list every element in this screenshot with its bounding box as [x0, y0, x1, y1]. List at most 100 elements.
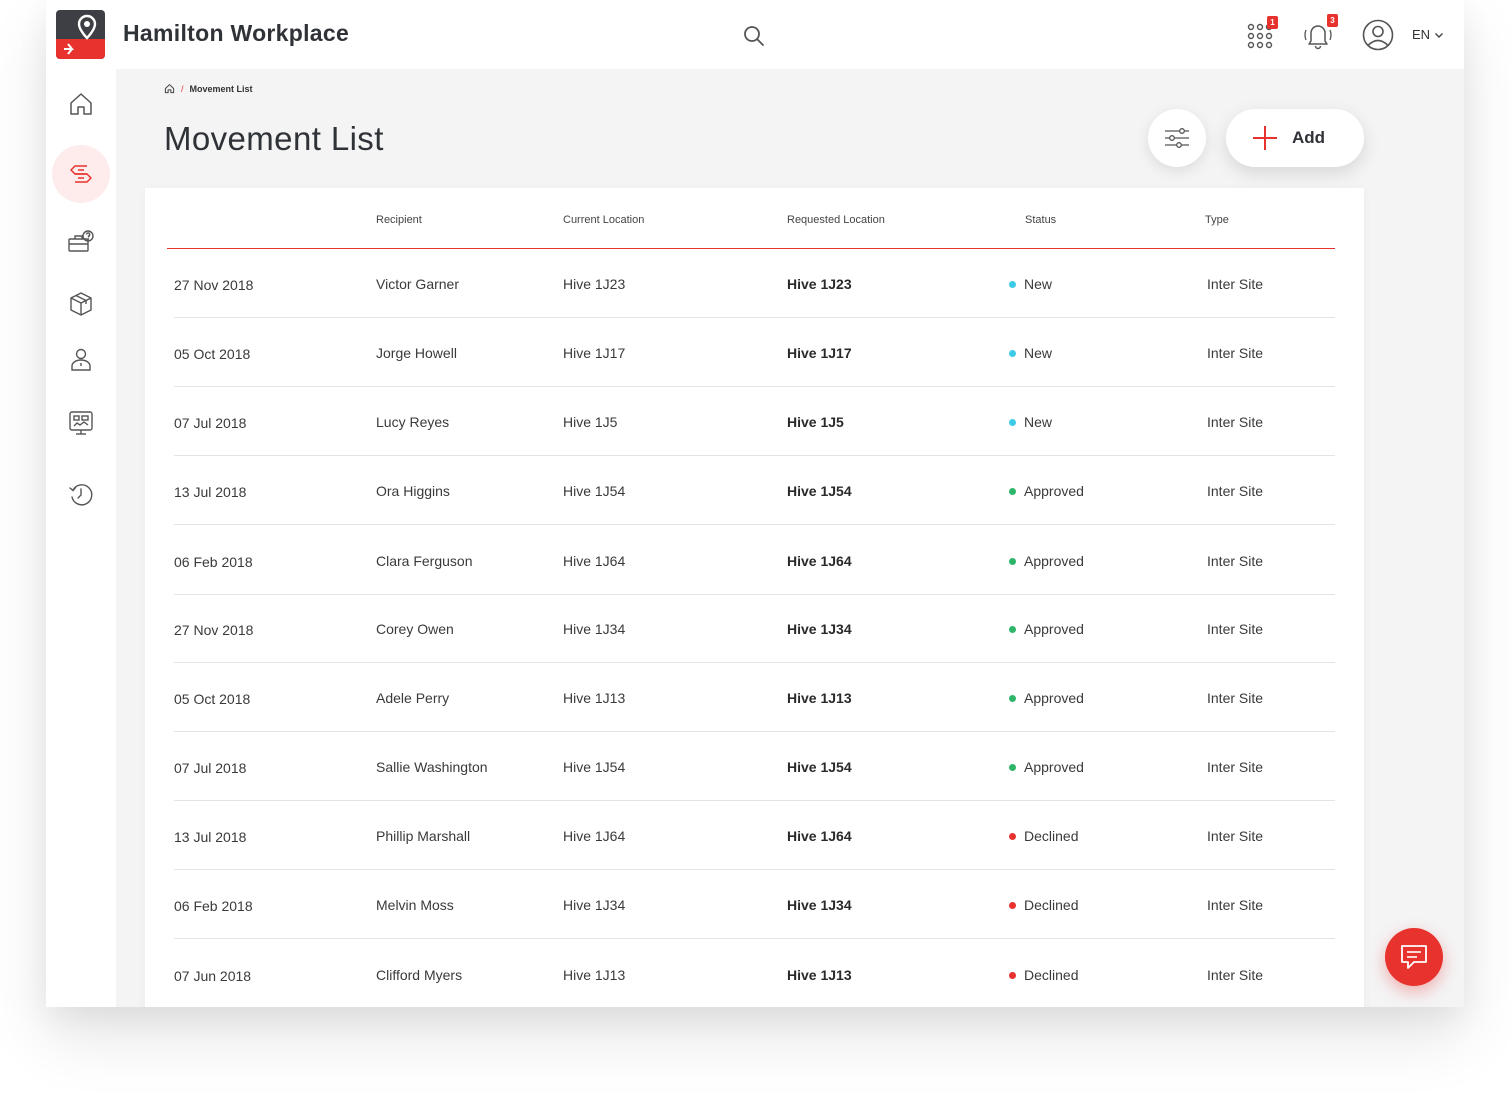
row-current-location: Hive 1J13 — [563, 690, 626, 706]
user-icon — [1362, 19, 1394, 51]
row-type: Inter Site — [1207, 621, 1264, 637]
row-requested-location: Hive 1J34 — [787, 897, 852, 913]
avatar[interactable] — [1362, 19, 1394, 51]
table-row[interactable]: 13 Jul 2018 Ora Higgins Hive 1J54 Hive 1J54… — [174, 456, 1335, 525]
status-badge: Approved — [1009, 483, 1084, 499]
plus-icon — [1253, 126, 1277, 150]
status-label: Approved — [1024, 553, 1084, 569]
status-label: New — [1024, 345, 1053, 361]
sidebar-item-movement[interactable] — [52, 145, 110, 203]
status-badge: Approved — [1009, 621, 1084, 637]
row-date: 27 Nov 2018 — [174, 277, 254, 293]
add-button[interactable]: Add — [1226, 109, 1364, 167]
row-type: Inter Site — [1207, 345, 1264, 361]
column-header-recipient[interactable]: Recipient — [376, 214, 422, 226]
movement-icon — [70, 165, 92, 183]
sidebar-item-people[interactable] — [52, 331, 110, 389]
row-current-location: Hive 1J34 — [563, 621, 626, 637]
row-date: 06 Feb 2018 — [174, 554, 253, 570]
search-icon[interactable] — [742, 24, 766, 48]
add-button-label: Add — [1292, 128, 1326, 147]
status-dot — [1009, 418, 1016, 426]
sidebar-item-toolbox[interactable] — [52, 213, 110, 271]
row-recipient: Corey Owen — [376, 621, 454, 637]
apps-badge: 1 — [1267, 16, 1278, 29]
table-row[interactable]: 13 Jul 2018 Phillip Marshall Hive 1J64 Hive… — [174, 801, 1335, 870]
movement-table: Recipient Current Location Requested Loc… — [145, 188, 1364, 1007]
status-dot — [1009, 694, 1016, 702]
row-recipient: Ora Higgins — [376, 483, 450, 499]
row-type: Inter Site — [1207, 828, 1264, 844]
row-current-location: Hive 1J34 — [563, 897, 626, 913]
sidebar-item-history[interactable] — [52, 465, 110, 523]
person-icon — [71, 348, 91, 371]
row-recipient: Melvin Moss — [376, 897, 454, 913]
row-recipient: Lucy Reyes — [376, 414, 450, 430]
history-icon — [69, 484, 93, 506]
chat-button[interactable] — [1385, 928, 1443, 986]
row-date: 05 Oct 2018 — [174, 346, 251, 362]
row-requested-location: Hive 1J13 — [787, 967, 852, 983]
status-label: New — [1024, 414, 1053, 430]
column-header-requested-location[interactable]: Requested Location — [787, 214, 885, 226]
status-dot — [1009, 901, 1016, 909]
row-type: Inter Site — [1207, 897, 1264, 913]
row-requested-location: Hive 1J23 — [787, 276, 852, 292]
table-row[interactable]: 07 Jul 2018 Sallie Washington Hive 1J54 Hiv… — [174, 732, 1335, 801]
status-badge: Approved — [1009, 759, 1084, 775]
status-badge: Declined — [1009, 828, 1078, 844]
row-type: Inter Site — [1207, 690, 1264, 706]
status-badge: Approved — [1009, 553, 1084, 569]
row-type: Inter Site — [1207, 967, 1264, 983]
status-dot — [1009, 763, 1016, 771]
status-dot — [1009, 487, 1016, 495]
breadcrumb-current: Movement List — [189, 83, 253, 94]
row-type: Inter Site — [1207, 414, 1264, 430]
status-dot — [1009, 349, 1016, 357]
table-row[interactable]: 05 Oct 2018 Adele Perry Hive 1J13 Hive 1J13… — [174, 663, 1335, 732]
sidebar-item-home[interactable] — [52, 75, 110, 133]
home-icon[interactable] — [164, 83, 175, 94]
row-requested-location: Hive 1J64 — [787, 553, 852, 569]
row-current-location: Hive 1J54 — [563, 483, 626, 499]
filter-button[interactable] — [1148, 109, 1206, 167]
table-row[interactable]: 07 Jun 2018 Clifford Myers Hive 1J13 Hive 1… — [174, 940, 1335, 1007]
column-header-current-location[interactable]: Current Location — [563, 214, 645, 226]
table-row[interactable]: 06 Feb 2018 Melvin Moss Hive 1J34 Hive 1J34… — [174, 870, 1335, 939]
table-row[interactable]: 05 Oct 2018 Jorge Howell Hive 1J17 Hive 1J1… — [174, 318, 1335, 387]
brand-name: Hamilton Workplace — [123, 20, 350, 46]
row-date: 05 Oct 2018 — [174, 691, 251, 707]
table-row[interactable]: 27 Nov 2018 Corey Owen Hive 1J34 Hive 1J34 A… — [174, 594, 1335, 663]
page-title: Movement List — [164, 120, 384, 157]
table-row[interactable]: 06 Feb 2018 Clara Ferguson Hive 1J64 Hive 1… — [174, 526, 1335, 595]
language-selector[interactable]: EN — [1412, 27, 1444, 42]
table-row[interactable]: 27 Nov 2018 Victor Garner Hive 1J23 Hive 1J… — [174, 249, 1335, 318]
status-dot — [1009, 280, 1016, 288]
row-current-location: Hive 1J64 — [563, 828, 626, 844]
row-recipient: Clifford Myers — [376, 967, 463, 983]
row-date: 27 Nov 2018 — [174, 622, 254, 638]
notifications-badge: 3 — [1327, 14, 1338, 27]
row-requested-location: Hive 1J17 — [787, 345, 852, 361]
table-row[interactable]: 07 Jul 2018 Lucy Reyes Hive 1J5 Hive 1J5 New… — [174, 387, 1335, 456]
status-label: Approved — [1024, 759, 1084, 775]
row-date: 07 Jul 2018 — [174, 415, 247, 431]
row-recipient: Clara Ferguson — [376, 553, 473, 569]
notifications-button[interactable]: 3 — [1302, 14, 1338, 50]
dashboard-icon — [69, 411, 93, 435]
status-label: New — [1024, 276, 1053, 292]
row-requested-location: Hive 1J13 — [787, 690, 852, 706]
row-recipient: Phillip Marshall — [376, 828, 471, 844]
sidebar-item-packages[interactable] — [52, 275, 110, 333]
language-label: EN — [1412, 27, 1431, 42]
row-type: Inter Site — [1207, 553, 1264, 569]
row-date: 13 Jul 2018 — [174, 829, 247, 845]
logo-icon[interactable] — [56, 10, 105, 59]
column-header-status[interactable]: Status — [1025, 214, 1057, 226]
apps-grid-button[interactable]: 1 — [1246, 16, 1278, 50]
status-badge: New — [1009, 345, 1052, 361]
column-header-type[interactable]: Type — [1205, 214, 1229, 226]
sidebar-item-dashboard[interactable] — [52, 394, 110, 452]
row-recipient: Victor Garner — [376, 276, 459, 292]
chat-icon — [1401, 945, 1427, 969]
